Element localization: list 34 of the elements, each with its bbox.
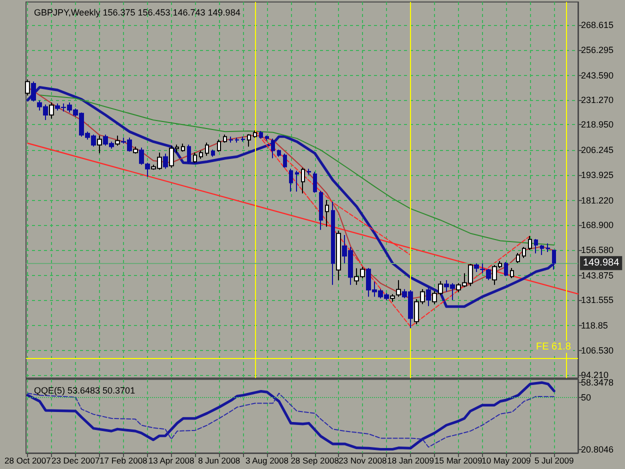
y-tick-label: 218.950 [581,120,614,130]
y-tick-label: 256.295 [581,44,614,55]
y-tick-label: 181.220 [581,195,614,206]
y-tick-label: 231.270 [581,94,614,105]
y-tick-label: 143.875 [581,270,614,280]
ref-line-label: 149.984 [583,258,620,269]
y-tick-label: 193.925 [581,170,614,180]
y-tick-label: 106.530 [581,345,614,356]
y-tick-label: 20.8046 [581,444,614,454]
x-tick-label: 23 Nov 2008 [338,456,388,466]
x-tick-label: 28 Oct 2007 [4,456,52,466]
y-tick-label: 131.555 [581,295,614,306]
x-tick-label: 23 Dec 2007 [51,456,100,466]
x-tick-label: 28 Sep 2008 [290,456,340,466]
x-tick-label: 17 Feb 2008 [100,456,148,466]
y-tick-label: 268.615 [581,20,614,30]
y-tick-label: 168.900 [581,220,614,230]
x-tick-label: 13 Apr 2008 [148,456,194,466]
x-tick-label: 18 Jan 2009 [387,456,434,466]
x-tick-label: 15 Mar 2009 [434,456,482,466]
y-tick-label: 58.3478 [581,378,614,388]
y-tick-label: 243.590 [581,70,614,80]
x-tick-label: 8 Jun 2008 [198,456,240,466]
x-tick-label: 10 May 2009 [482,456,532,466]
x-tick-label: 3 Aug 2008 [245,456,289,466]
text: GBPJPY,Weekly 156.375 156.453 146.743 149.984 [34,8,240,18]
y-tick-label: 206.245 [581,145,614,156]
y-tick-label: 94.210 [581,370,609,380]
text: QQE(5) 53.6483 50.3701 [34,386,136,396]
x-tick-label: 5 Jul 2009 [534,456,574,466]
y-tick-label: 118.85 [581,320,608,331]
ref-line-label: FE 61.8 [536,341,572,352]
y-tick-label: 50 [581,392,592,402]
y-tick-label: 156.580 [581,244,614,255]
